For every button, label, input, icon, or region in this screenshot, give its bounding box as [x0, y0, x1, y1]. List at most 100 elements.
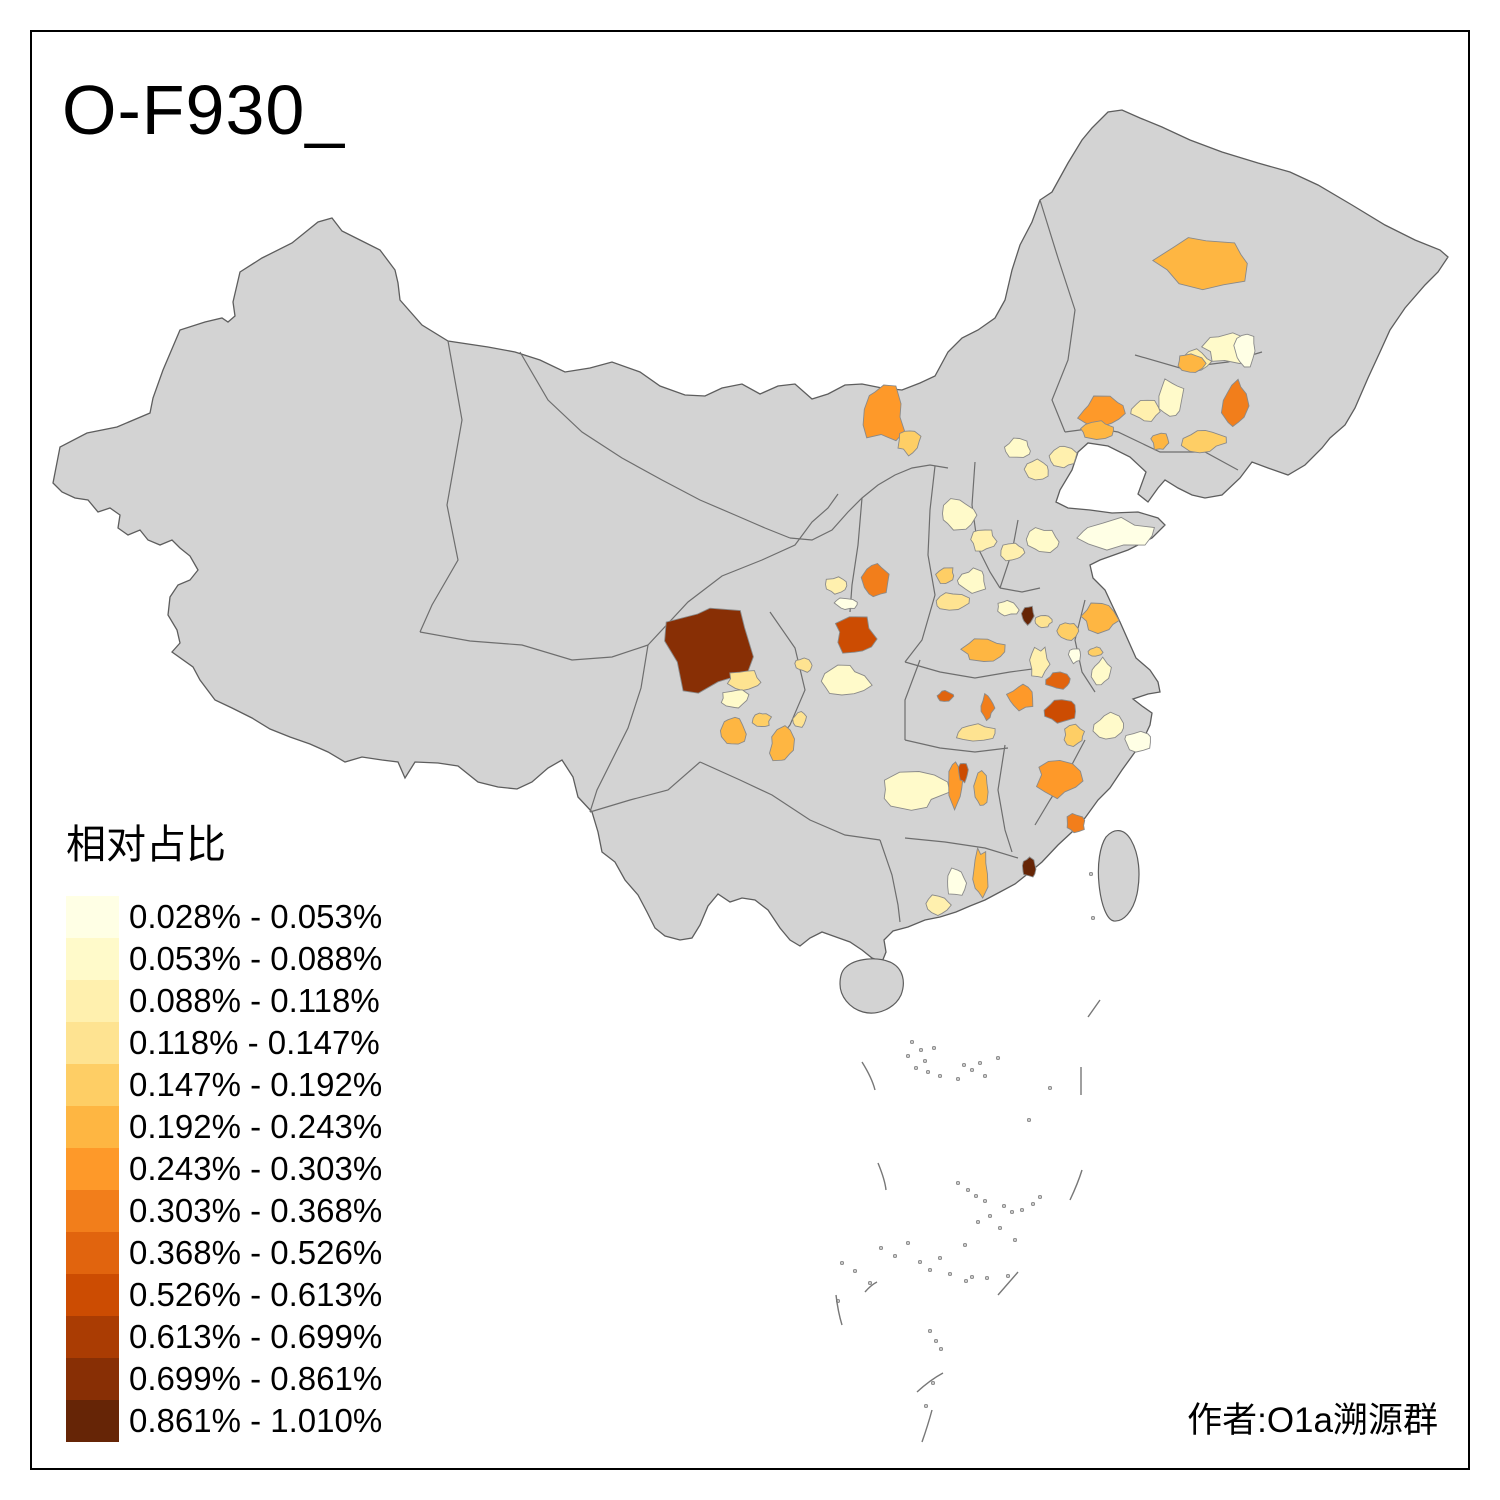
- islet-dot: [878, 1245, 884, 1251]
- legend-label: 0.088% - 0.118%: [129, 982, 380, 1019]
- islet-dot: [962, 1242, 968, 1248]
- islet-dot: [987, 1213, 993, 1219]
- prefecture-region: [1158, 378, 1185, 417]
- sea-dash-segment: [877, 1162, 887, 1191]
- prefecture-region: [942, 498, 978, 531]
- prefecture-region: [1063, 723, 1086, 747]
- islet-dot: [1026, 1117, 1032, 1123]
- prefecture-region: [1076, 395, 1126, 427]
- prefecture-region: [1080, 602, 1120, 635]
- legend-label: 0.699% - 0.861%: [129, 1360, 383, 1397]
- islet-dot: [982, 1073, 988, 1079]
- legend-label: 0.147% - 0.192%: [129, 1066, 383, 1103]
- prefecture-region: [860, 562, 890, 598]
- prefecture-region: [751, 712, 773, 727]
- prefecture-region: [664, 607, 754, 694]
- legend-row: 0.303% - 0.368%: [66, 1190, 382, 1232]
- prefecture-region: [925, 894, 952, 917]
- islet-dot: [909, 1039, 915, 1045]
- legend-swatch: [66, 1232, 119, 1274]
- legend-label: 0.192% - 0.243%: [129, 1108, 383, 1145]
- islet-dot: [852, 1268, 858, 1274]
- legend-row: 0.192% - 0.243%: [66, 1106, 382, 1148]
- prefecture-region: [997, 599, 1020, 617]
- legend-rows: 0.028% - 0.053% 0.053% - 0.088% 0.088% - 0…: [66, 896, 382, 1442]
- prefecture-region: [794, 657, 813, 673]
- prefecture-region: [720, 689, 750, 709]
- legend-swatch: [66, 1190, 119, 1232]
- legend-swatch: [66, 1400, 119, 1442]
- islet-dot: [931, 1045, 937, 1051]
- islet-dot: [977, 1060, 983, 1066]
- legend-swatch: [66, 980, 119, 1022]
- prefecture-region: [1000, 542, 1026, 562]
- taiwan-island: [1097, 830, 1140, 922]
- legend-swatch: [66, 1022, 119, 1064]
- islet-dot: [969, 1274, 975, 1280]
- legend-row: 0.368% - 0.526%: [66, 1232, 382, 1274]
- islet-dot: [1009, 1209, 1015, 1215]
- islet-dot: [927, 1328, 933, 1334]
- prefecture-region: [1092, 711, 1124, 740]
- legend-row: 0.699% - 0.861%: [66, 1358, 382, 1400]
- sea-dash-segment: [997, 1271, 1019, 1296]
- prefecture-region: [1130, 399, 1161, 422]
- hainan-island: [839, 958, 904, 1014]
- prefecture-region: [1151, 237, 1248, 291]
- legend-label: 0.243% - 0.303%: [129, 1150, 383, 1187]
- islet-dot: [947, 1271, 953, 1277]
- islet-dot: [1047, 1085, 1053, 1091]
- islet-dot: [973, 1193, 979, 1199]
- sea-dash-segment: [916, 1372, 944, 1393]
- prefecture-region: [1124, 730, 1151, 753]
- islet-dot: [955, 1180, 961, 1186]
- islet-dot: [937, 1073, 943, 1079]
- islet-dot: [1001, 1203, 1007, 1209]
- legend-swatch: [66, 1148, 119, 1190]
- prefecture-region: [1029, 646, 1051, 678]
- prefecture-region: [1090, 656, 1112, 686]
- prefecture-region: [1067, 648, 1081, 665]
- prefecture-region: [1056, 622, 1080, 641]
- plot-title: O-F930_: [62, 71, 346, 149]
- prefecture-region: [970, 529, 998, 552]
- legend-row: 0.147% - 0.192%: [66, 1064, 382, 1106]
- prefecture-region: [825, 576, 848, 595]
- islet-dot: [965, 1187, 971, 1193]
- legend-row: 0.243% - 0.303%: [66, 1148, 382, 1190]
- legend-row: 0.861% - 1.010%: [66, 1400, 382, 1442]
- choropleth-regions: [664, 237, 1256, 917]
- islet-dot: [995, 1055, 1001, 1061]
- legend-row: 0.053% - 0.088%: [66, 938, 382, 980]
- prefecture-region: [980, 692, 996, 722]
- plot-frame: [30, 30, 1470, 1470]
- sea-dash-segment: [861, 1061, 876, 1091]
- legend-row: 0.088% - 0.118%: [66, 980, 382, 1022]
- prefecture-region: [897, 430, 922, 457]
- prefecture-region: [1150, 432, 1170, 451]
- sea-dash-segment: [835, 1294, 843, 1326]
- prefecture-region: [883, 771, 951, 811]
- prefecture-region: [935, 592, 970, 611]
- prefecture-region: [1005, 683, 1034, 712]
- islet-dot: [969, 1067, 975, 1073]
- islet-dot: [1030, 1201, 1036, 1207]
- prefecture-region: [1021, 856, 1037, 878]
- prefecture-region: [1066, 812, 1086, 834]
- prefecture-region: [1076, 516, 1155, 551]
- islet-dot: [984, 1275, 990, 1281]
- legend-label: 0.368% - 0.526%: [129, 1234, 383, 1271]
- legend-swatch: [66, 1316, 119, 1358]
- islet-dot: [930, 1380, 936, 1386]
- legend-swatch: [66, 938, 119, 980]
- prefecture-region: [1020, 605, 1035, 626]
- islet-dot: [963, 1278, 969, 1284]
- south-china-sea-islets: [835, 871, 1096, 1409]
- islet-dot: [937, 1255, 943, 1261]
- prefecture-region: [719, 716, 747, 745]
- prefecture-region: [1233, 333, 1256, 368]
- islet-dot: [1090, 915, 1096, 921]
- islet-dot: [867, 1280, 873, 1286]
- prefecture-region: [1079, 420, 1114, 440]
